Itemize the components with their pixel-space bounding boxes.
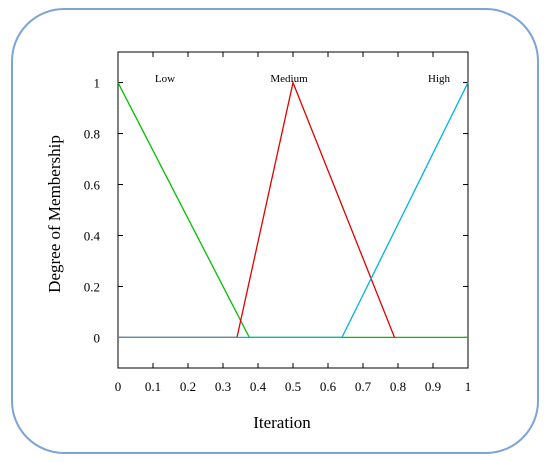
y-tick-label: 0.8 xyxy=(84,127,100,142)
x-tick-label: 0.1 xyxy=(145,379,161,394)
x-tick-label: 0.3 xyxy=(215,379,231,394)
annotation-medium: Medium xyxy=(270,73,308,85)
x-tick-label: 0 xyxy=(115,379,122,394)
y-tick-label: 0 xyxy=(94,330,101,345)
x-axis-label: Iteration xyxy=(253,413,311,432)
x-tick-label: 0.6 xyxy=(320,379,337,394)
y-tick-label: 1 xyxy=(94,76,101,91)
x-tick-label: 0.7 xyxy=(355,379,372,394)
annotation-low: Low xyxy=(155,73,175,85)
annotations: Low Medium High xyxy=(155,73,451,85)
x-tick-label: 0.2 xyxy=(180,379,196,394)
y-tick-labels: 0 0.2 0.4 0.6 0.8 1 xyxy=(84,76,101,346)
x-tick-label: 0.9 xyxy=(425,379,441,394)
x-tick-labels: 0 0.1 0.2 0.3 0.4 0.5 0.6 0.7 0.8 0.9 1 xyxy=(115,379,472,394)
x-tick-label: 0.4 xyxy=(250,379,267,394)
x-tick-label: 0.8 xyxy=(390,379,406,394)
y-tick-label: 0.4 xyxy=(84,228,101,243)
rounded-border xyxy=(11,8,539,454)
series-line-high xyxy=(118,82,469,339)
x-tick-label: 0.5 xyxy=(285,379,301,394)
x-tick-label: 1 xyxy=(465,379,472,394)
y-tick-label: 0.2 xyxy=(84,279,100,294)
annotation-high: High xyxy=(428,73,451,85)
y-axis-label: Degree of Membership xyxy=(45,135,64,293)
y-tick-label: 0.6 xyxy=(84,178,101,193)
plot-area: Low Medium High xyxy=(117,51,469,369)
series-group xyxy=(117,80,469,339)
ticks xyxy=(117,52,469,368)
